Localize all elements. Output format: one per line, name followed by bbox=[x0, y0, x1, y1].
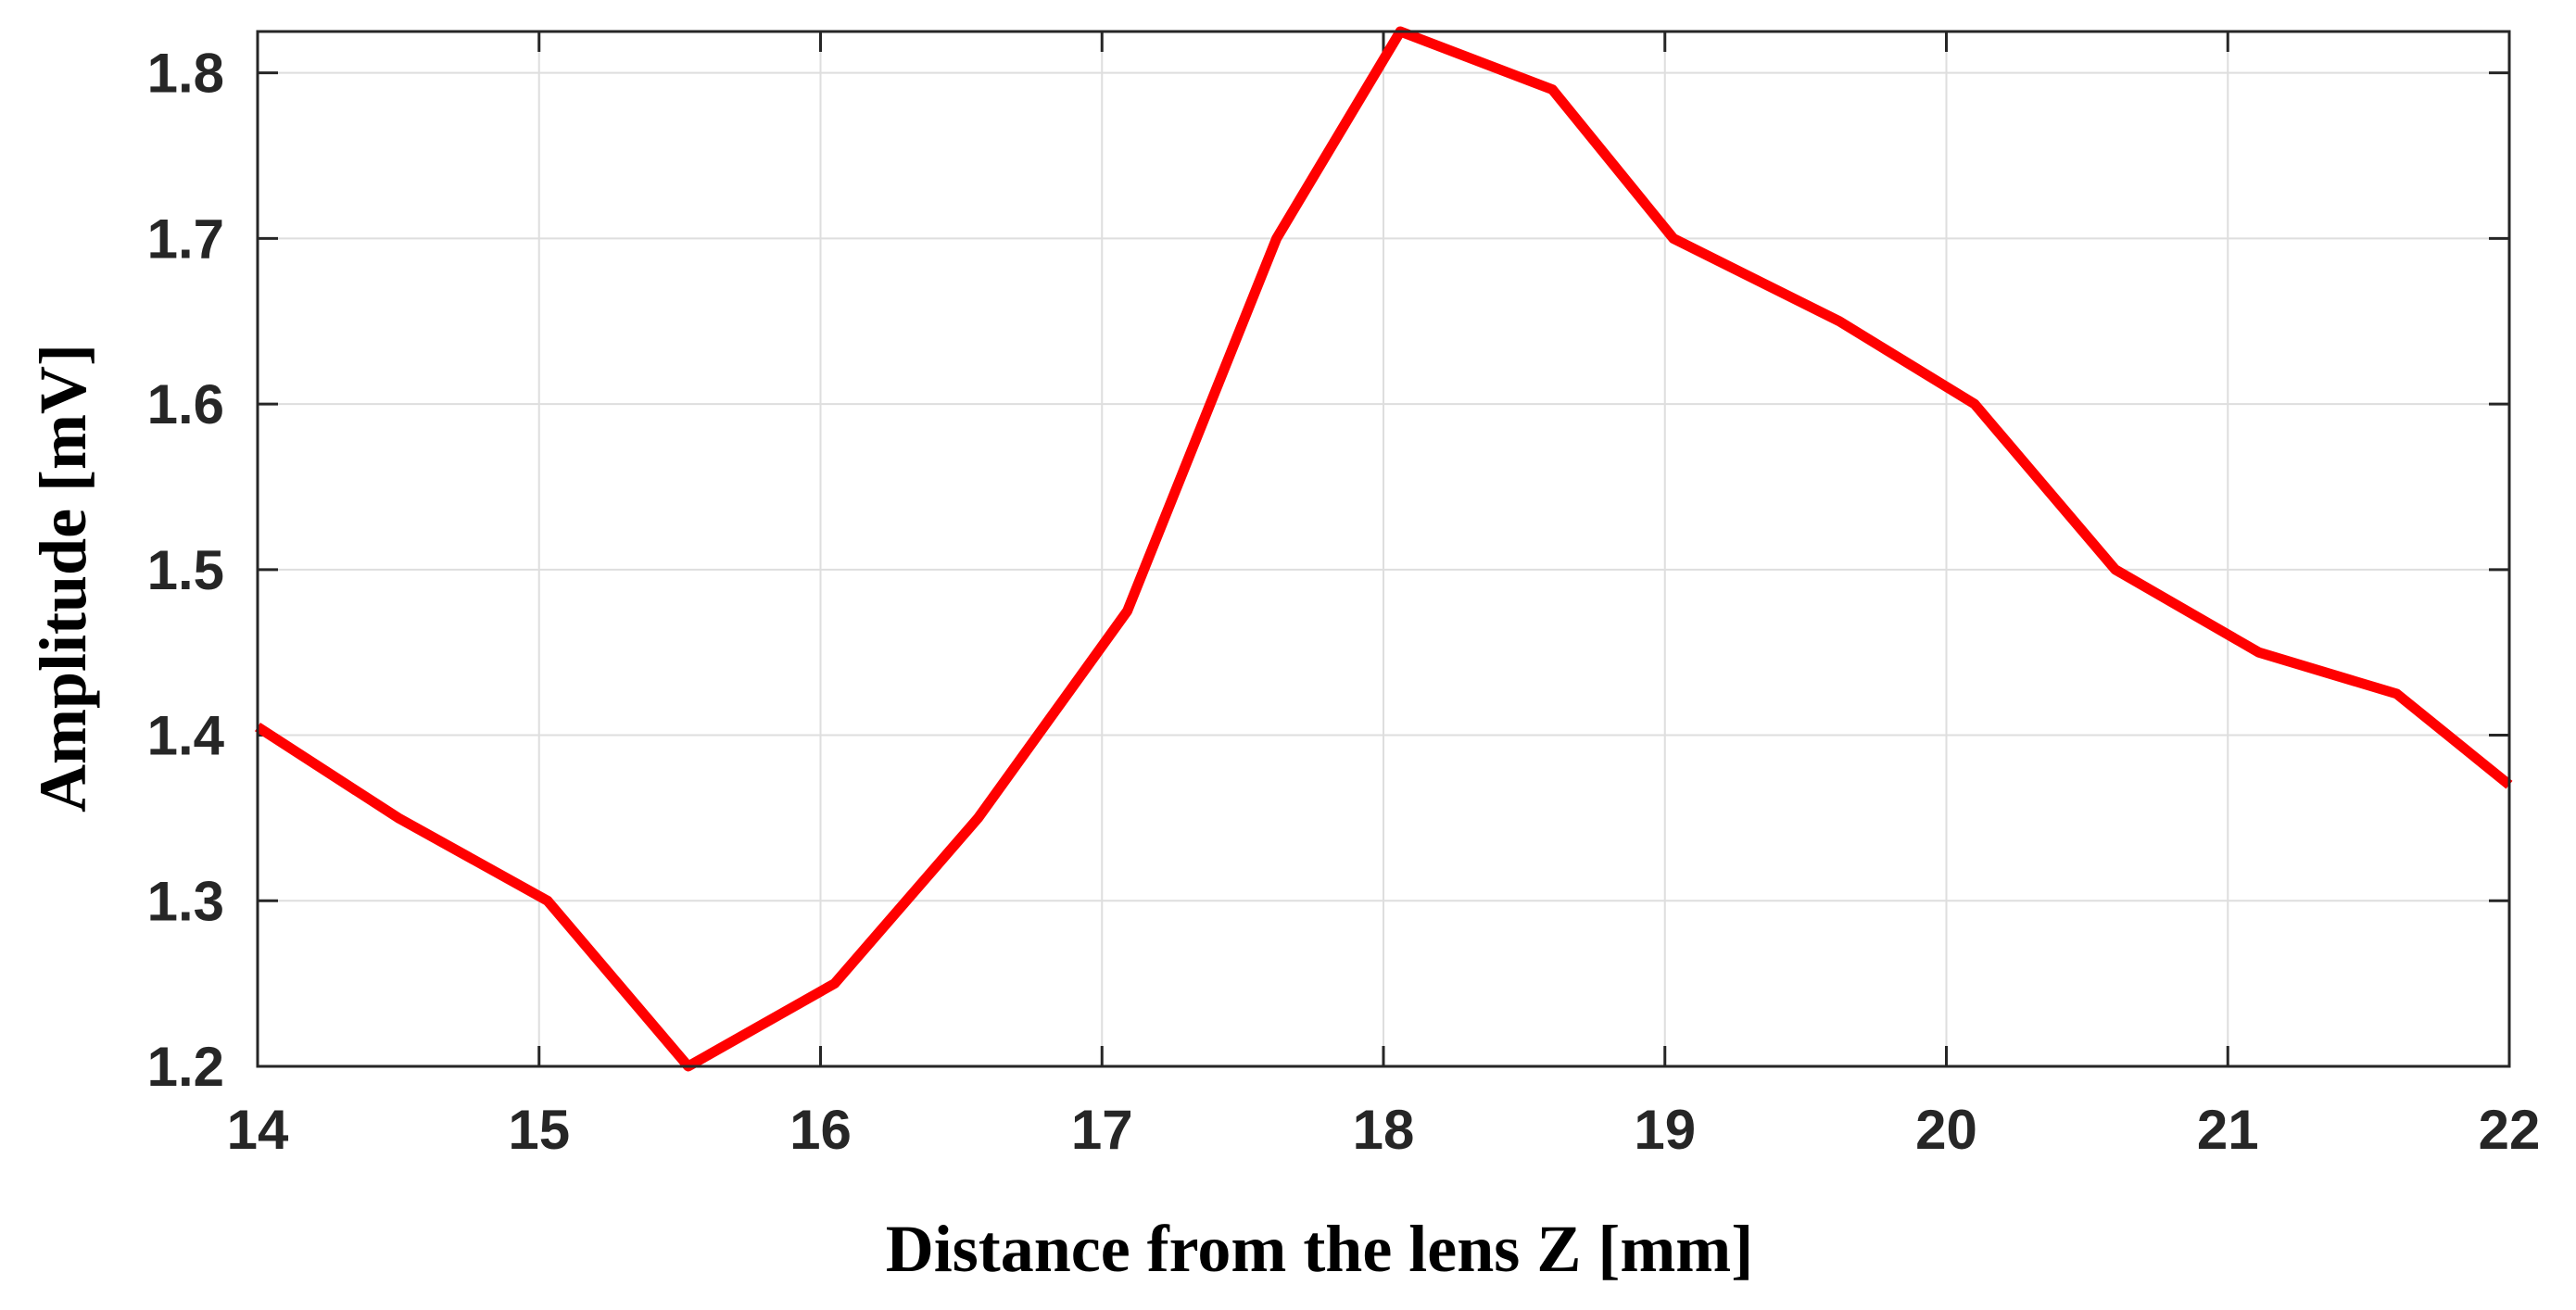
x-tick-label: 17 bbox=[1071, 1099, 1133, 1161]
x-tick-label: 19 bbox=[1634, 1099, 1696, 1161]
x-tick-label: 18 bbox=[1353, 1099, 1415, 1161]
x-axis-title: Distance from the lens Z [mm] bbox=[886, 1212, 1754, 1286]
plot-frame bbox=[256, 30, 2511, 1068]
y-tick-label: 1.8 bbox=[147, 43, 224, 105]
x-tick-label: 14 bbox=[227, 1099, 289, 1161]
y-tick-labels: 1.2 1.3 1.4 1.5 1.6 1.7 1.8 bbox=[147, 43, 225, 1098]
y-axis-title: Amplitude [mV] bbox=[26, 344, 100, 812]
x-tick-label: 16 bbox=[789, 1099, 852, 1161]
y-tick-label: 1.3 bbox=[147, 870, 224, 932]
y-tick-label: 1.2 bbox=[147, 1036, 224, 1098]
x-tick-labels: 14 15 16 17 18 19 20 21 22 bbox=[227, 1099, 2541, 1161]
x-tick-label: 15 bbox=[508, 1099, 570, 1161]
y-tick-label: 1.7 bbox=[147, 208, 224, 270]
y-tick-label: 1.6 bbox=[147, 373, 224, 435]
x-tick-label: 22 bbox=[2479, 1099, 2541, 1161]
y-tick-label: 1.4 bbox=[147, 705, 225, 767]
x-tick-label: 21 bbox=[2197, 1099, 2259, 1161]
y-tick-label: 1.5 bbox=[147, 539, 224, 601]
x-tick-label: 20 bbox=[1915, 1099, 1977, 1161]
